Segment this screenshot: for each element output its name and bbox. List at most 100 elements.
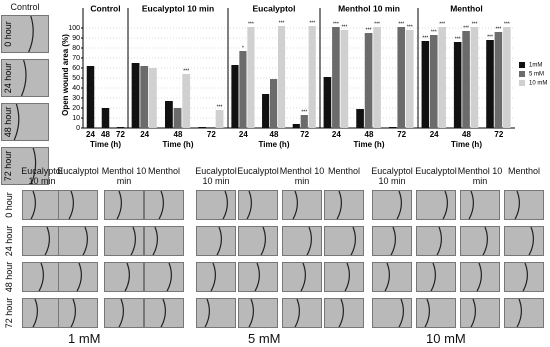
bar — [86, 66, 95, 128]
wound-edge — [350, 227, 356, 255]
wound-image — [1, 59, 49, 97]
wound-image — [460, 298, 500, 328]
bar — [323, 77, 332, 128]
significance: *** — [487, 34, 493, 40]
bar — [364, 33, 373, 128]
wound-edge — [246, 191, 252, 219]
bar — [277, 26, 286, 128]
x-tick-label: 72 — [116, 130, 125, 139]
control-title: Control — [10, 2, 40, 12]
panel-title: Eucalyptol — [253, 3, 296, 13]
wound-image — [282, 298, 322, 328]
row-label: 0 hour — [4, 192, 14, 218]
wound-edge — [384, 263, 390, 291]
wound-image — [58, 262, 98, 292]
y-axis-label: Open wound area (%) — [61, 34, 70, 116]
y-tick-label: 40 — [72, 85, 80, 92]
group-label: 10 mM — [426, 331, 466, 346]
bar — [438, 27, 446, 128]
bar — [405, 30, 414, 128]
bar — [207, 127, 215, 128]
x-axis-label: Time (h) — [90, 140, 121, 149]
wound-image — [22, 298, 62, 328]
bar — [292, 124, 300, 128]
wound-image — [324, 298, 364, 328]
bar — [101, 108, 110, 128]
bar — [308, 26, 316, 128]
wound-image — [144, 226, 184, 256]
significance: *** — [374, 21, 380, 27]
wound-image — [324, 190, 364, 220]
significance: *** — [431, 29, 437, 35]
wound-image — [416, 298, 456, 328]
wound-edge — [254, 263, 260, 291]
significance: *** — [366, 27, 372, 33]
wound-edge — [476, 263, 482, 291]
column-label: Eucalyptol — [237, 166, 279, 176]
wound-image — [196, 226, 236, 256]
wound-image — [372, 298, 412, 328]
wound-edge — [294, 299, 300, 327]
wound-image — [196, 262, 236, 292]
significance: *** — [333, 21, 339, 27]
y-tick-label: 0 — [76, 125, 80, 132]
wound-edge — [436, 227, 442, 255]
wound-edge — [398, 299, 404, 327]
wound-edge — [248, 299, 254, 327]
wound-image — [282, 262, 322, 292]
significance: *** — [504, 21, 510, 27]
wound-image — [22, 226, 62, 256]
wound-edge — [442, 191, 448, 219]
bar — [239, 51, 247, 128]
bar — [149, 68, 157, 128]
bar — [470, 27, 479, 128]
wound-image — [1, 147, 49, 185]
wound-image — [372, 226, 412, 256]
y-tick-label: 90 — [72, 35, 80, 42]
bar — [397, 27, 406, 128]
wound-edge — [344, 263, 350, 291]
wound-edge — [528, 227, 534, 255]
significance: *** — [217, 104, 223, 110]
wound-image — [324, 262, 364, 292]
significance: *** — [398, 21, 404, 27]
significance: *** — [407, 24, 413, 30]
x-tick-label: 72 — [207, 130, 216, 139]
wound-edge — [516, 299, 522, 327]
wound-edge — [30, 191, 36, 219]
column-label: Menthol — [327, 166, 361, 176]
x-tick-label: 24 — [86, 130, 95, 139]
wound-image — [416, 226, 456, 256]
legend-label: 10 mM — [529, 81, 547, 87]
wound-image — [144, 190, 184, 220]
significance: *** — [341, 24, 347, 30]
bar — [421, 41, 430, 128]
x-tick-label: 24 — [140, 130, 149, 139]
significance: *** — [472, 21, 478, 27]
row-label: 48 hour — [4, 261, 14, 293]
wound-edge — [118, 299, 124, 327]
significance: *** — [495, 26, 501, 32]
wound-image — [504, 226, 544, 256]
group-label: 5 mM — [248, 331, 281, 346]
column-label: Eucalyptol — [415, 166, 457, 176]
wound-image — [238, 190, 278, 220]
significance: *** — [422, 35, 428, 41]
wound-edge — [116, 191, 122, 219]
y-tick-label: 10 — [72, 115, 80, 122]
significance: *** — [463, 25, 469, 31]
x-tick-label: 48 — [462, 130, 471, 139]
bar — [231, 65, 239, 128]
legend-swatch — [519, 71, 525, 77]
panel-title: Menthol 10 min — [338, 3, 400, 13]
wound-edge — [204, 299, 210, 327]
bar — [332, 27, 340, 128]
bar-chart: Open wound area (%) 0 10 20 30 40 50 60 70 80 90 1… — [61, 3, 547, 149]
x-axis-label: Time (h) — [259, 140, 290, 149]
legend-label: 5 mM — [529, 72, 544, 78]
wound-edge — [152, 227, 158, 255]
wound-image — [104, 190, 144, 220]
legend-label: 1mM — [529, 63, 542, 69]
wound-image — [372, 262, 412, 292]
wound-image — [282, 190, 322, 220]
